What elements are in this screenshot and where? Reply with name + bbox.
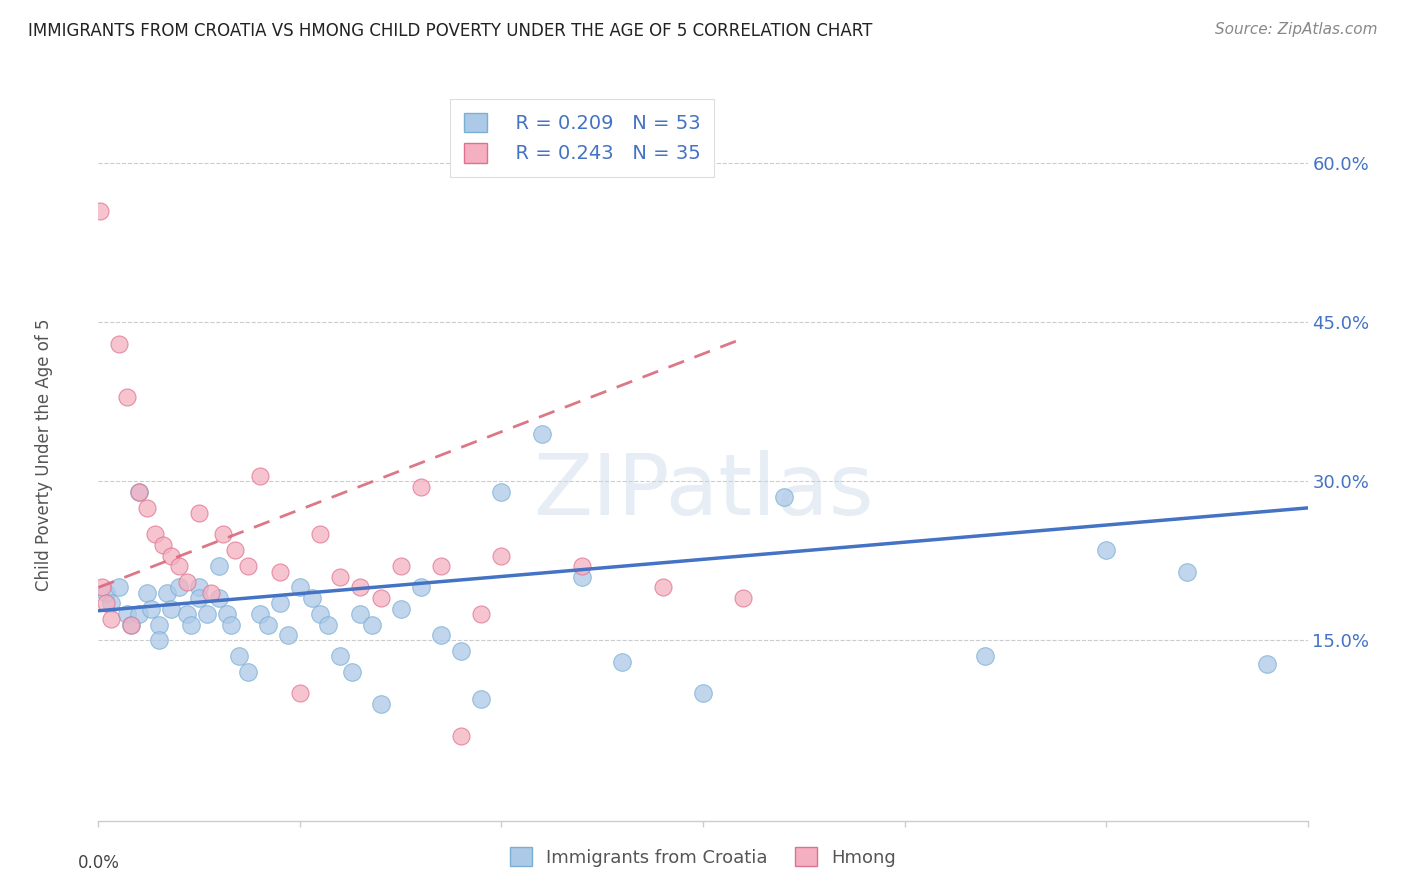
- Text: Child Poverty Under the Age of 5: Child Poverty Under the Age of 5: [35, 318, 53, 591]
- Point: [208, 591, 231, 605]
- Text: 0.0%: 0.0%: [77, 854, 120, 871]
- Point: [100, 596, 122, 610]
- Point: [1095, 543, 1118, 558]
- Point: [128, 607, 150, 621]
- Point: [389, 559, 412, 574]
- Point: [450, 729, 472, 743]
- Point: [470, 691, 492, 706]
- Point: [236, 559, 259, 574]
- Point: [148, 633, 170, 648]
- Point: [156, 585, 179, 599]
- Point: [143, 527, 166, 541]
- Point: [107, 336, 129, 351]
- Point: [89, 204, 111, 219]
- Point: [409, 480, 432, 494]
- Point: [224, 543, 246, 558]
- Point: [167, 559, 190, 574]
- Point: [491, 549, 513, 563]
- Point: [107, 581, 129, 595]
- Point: [176, 607, 198, 621]
- Point: [530, 426, 553, 441]
- Point: [370, 697, 392, 711]
- Point: [200, 585, 222, 599]
- Point: [128, 485, 150, 500]
- Point: [212, 527, 235, 541]
- Point: [160, 549, 183, 563]
- Point: [1256, 657, 1278, 671]
- Point: [176, 575, 198, 590]
- Point: [115, 390, 138, 404]
- Point: [135, 500, 157, 515]
- Point: [148, 617, 170, 632]
- Point: [120, 617, 142, 632]
- Point: [309, 607, 332, 621]
- Point: [167, 581, 190, 595]
- Point: [100, 612, 122, 626]
- Point: [236, 665, 259, 680]
- Point: [329, 649, 352, 664]
- Point: [188, 591, 211, 605]
- Point: [249, 469, 271, 483]
- Point: [329, 570, 352, 584]
- Point: [430, 559, 453, 574]
- Point: [277, 628, 299, 642]
- Point: [269, 565, 291, 579]
- Point: [361, 617, 384, 632]
- Point: [269, 596, 291, 610]
- Point: [612, 655, 634, 669]
- Point: [228, 649, 250, 664]
- Point: [974, 649, 997, 664]
- Text: Source: ZipAtlas.com: Source: ZipAtlas.com: [1215, 22, 1378, 37]
- Point: [309, 527, 332, 541]
- Point: [288, 686, 311, 700]
- Point: [342, 665, 364, 680]
- Point: [195, 607, 218, 621]
- Point: [470, 607, 492, 621]
- Point: [180, 617, 202, 632]
- Point: [208, 559, 231, 574]
- Point: [692, 686, 714, 700]
- Point: [316, 617, 339, 632]
- Point: [249, 607, 271, 621]
- Point: [128, 485, 150, 500]
- Point: [571, 570, 593, 584]
- Text: IMMIGRANTS FROM CROATIA VS HMONG CHILD POVERTY UNDER THE AGE OF 5 CORRELATION CH: IMMIGRANTS FROM CROATIA VS HMONG CHILD P…: [28, 22, 873, 40]
- Point: [370, 591, 392, 605]
- Point: [772, 491, 794, 505]
- Point: [651, 581, 673, 595]
- Point: [91, 581, 114, 595]
- Point: [152, 538, 174, 552]
- Point: [430, 628, 453, 642]
- Point: [571, 559, 593, 574]
- Point: [217, 607, 239, 621]
- Point: [188, 581, 211, 595]
- Point: [221, 617, 243, 632]
- Point: [409, 581, 432, 595]
- Point: [96, 596, 118, 610]
- Point: [256, 617, 278, 632]
- Point: [96, 585, 118, 599]
- Point: [135, 585, 157, 599]
- Point: [491, 485, 513, 500]
- Point: [349, 607, 371, 621]
- Text: ZIPatlas: ZIPatlas: [533, 450, 873, 533]
- Point: [389, 601, 412, 615]
- Legend: Immigrants from Croatia, Hmong: Immigrants from Croatia, Hmong: [503, 840, 903, 874]
- Point: [1175, 565, 1198, 579]
- Point: [115, 607, 138, 621]
- Point: [301, 591, 323, 605]
- Point: [349, 581, 371, 595]
- Point: [450, 644, 472, 658]
- Point: [120, 617, 142, 632]
- Point: [188, 506, 211, 520]
- Point: [139, 601, 162, 615]
- Point: [733, 591, 755, 605]
- Point: [160, 601, 183, 615]
- Point: [288, 581, 311, 595]
